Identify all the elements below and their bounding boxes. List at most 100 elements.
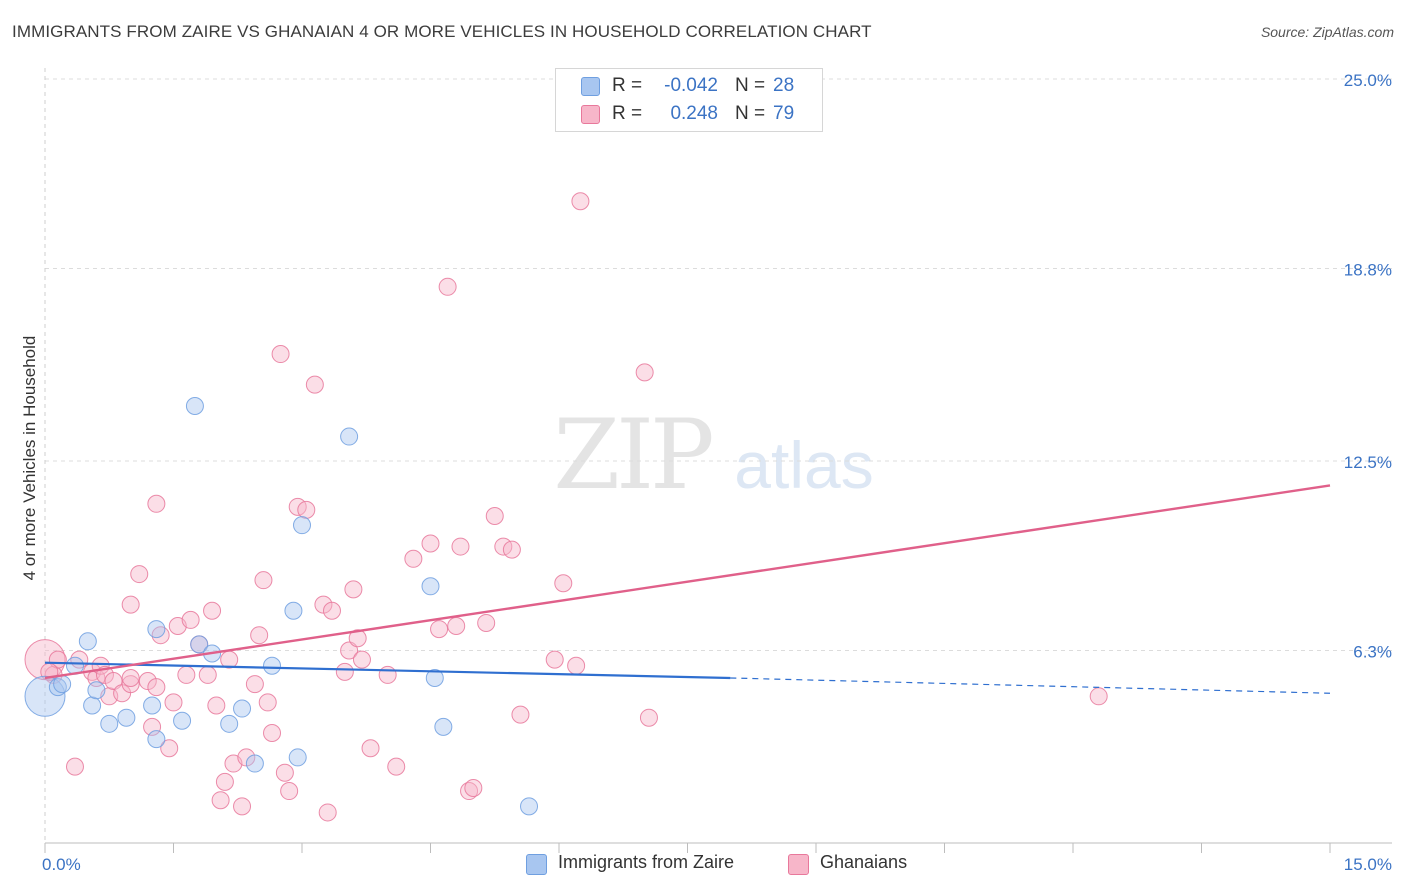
ghanaian-point bbox=[361, 739, 380, 758]
y-tick-label: 6.3% bbox=[1353, 642, 1392, 661]
watermark-zip: ZIP bbox=[553, 399, 712, 511]
ghanaian-point bbox=[335, 662, 354, 681]
ghanaian-point bbox=[635, 363, 654, 382]
r-value: -0.042 bbox=[664, 75, 718, 96]
chart-title: IMMIGRANTS FROM ZAIRE VS GHANAIAN 4 OR M… bbox=[12, 22, 872, 41]
zaire-point bbox=[245, 754, 264, 773]
legend-label-ghanaians: Ghanaians bbox=[820, 852, 908, 872]
ghanaian-point bbox=[305, 375, 324, 394]
ghanaian-point bbox=[258, 693, 277, 712]
ghanaian-point bbox=[147, 494, 166, 513]
legend-swatch-zaire bbox=[526, 854, 547, 875]
data-points bbox=[24, 192, 1108, 822]
ghanaian-point bbox=[65, 757, 84, 776]
legend-label-zaire: Immigrants from Zaire bbox=[558, 852, 735, 872]
ghanaian-point bbox=[639, 708, 658, 727]
ghanaian-point bbox=[464, 778, 483, 797]
ghanaian-point bbox=[451, 537, 470, 556]
ghanaian-point bbox=[203, 601, 222, 620]
ghanaian-point bbox=[177, 665, 196, 684]
ghanaian-point bbox=[130, 565, 149, 584]
ghanaian-point bbox=[121, 675, 140, 694]
zaire-trend-extension bbox=[730, 677, 1331, 694]
watermark-atlas: atlas bbox=[734, 428, 873, 502]
ghanaian-point bbox=[143, 717, 162, 736]
ghanaian-point bbox=[477, 613, 496, 632]
zaire-point bbox=[78, 632, 97, 651]
zaire-point bbox=[434, 717, 453, 736]
r-label: R = bbox=[612, 103, 643, 124]
ghanaian-point bbox=[211, 791, 230, 810]
r-label: R = bbox=[612, 75, 643, 96]
zaire-point bbox=[53, 675, 72, 694]
x-tick-label: 15.0% bbox=[1344, 855, 1392, 874]
ghanaian-point bbox=[121, 595, 140, 614]
n-label: N = bbox=[735, 75, 766, 96]
trend-lines bbox=[44, 484, 1331, 694]
zaire-point bbox=[185, 396, 204, 415]
zaire-point bbox=[173, 711, 192, 730]
ghanaian-point bbox=[250, 626, 269, 645]
zaire-point bbox=[520, 797, 539, 816]
zaire-point bbox=[263, 656, 282, 675]
ghanaian-point bbox=[164, 693, 183, 712]
zaire-point bbox=[143, 696, 162, 715]
ghanaian-point bbox=[254, 571, 273, 590]
ghanaian-point bbox=[215, 772, 234, 791]
zaire-point bbox=[190, 635, 209, 654]
stats-legend: R = -0.042 N = 28 R = 0.248 N = 79 bbox=[555, 68, 823, 132]
y-tick-label: 25.0% bbox=[1344, 71, 1392, 90]
ghanaian-point bbox=[545, 650, 564, 669]
ghanaian-point bbox=[387, 757, 406, 776]
ghanaian-point bbox=[348, 629, 367, 648]
zaire-point bbox=[117, 708, 136, 727]
ghanaian-point bbox=[121, 668, 140, 687]
ghanaian-point bbox=[147, 678, 166, 697]
ghanaian-point bbox=[378, 665, 397, 684]
ghanaian-point bbox=[485, 507, 504, 526]
chart-source: Source: ZipAtlas.com bbox=[1260, 24, 1394, 40]
n-value: 79 bbox=[773, 103, 795, 124]
zaire-point bbox=[421, 577, 440, 596]
ghanaian-point bbox=[352, 650, 371, 669]
zaire-point bbox=[83, 696, 102, 715]
r-value: 0.248 bbox=[670, 103, 718, 124]
tick-labels: 6.3% 12.5% 18.8% 25.0% 0.0% 15.0% bbox=[42, 71, 1392, 874]
ghanaian-point bbox=[502, 540, 521, 559]
ghanaian-point bbox=[280, 782, 299, 801]
zaire-point bbox=[147, 620, 166, 639]
zaire-point bbox=[340, 427, 359, 446]
axes bbox=[44, 68, 1392, 853]
ghanaian-point bbox=[404, 549, 423, 568]
ghanaian-point bbox=[233, 797, 252, 816]
watermark: ZIP atlas bbox=[553, 399, 873, 511]
ghanaian-point bbox=[571, 192, 590, 211]
ghanaian-point bbox=[421, 534, 440, 553]
ghanaian-point bbox=[160, 739, 179, 758]
zaire-point bbox=[425, 668, 444, 687]
grid-lines bbox=[45, 78, 1392, 651]
ghanaian-point bbox=[181, 610, 200, 629]
ghanaian-point bbox=[344, 580, 363, 599]
ghanaian-point bbox=[207, 696, 226, 715]
x-tick-label: 0.0% bbox=[42, 855, 81, 874]
zaire-point bbox=[100, 714, 119, 733]
ghanaian-point bbox=[104, 672, 123, 691]
ghanaian-point bbox=[318, 803, 337, 822]
n-label: N = bbox=[735, 103, 766, 124]
ghanaian-point bbox=[511, 705, 530, 724]
ghanaian-point bbox=[567, 656, 586, 675]
zaire-point bbox=[293, 516, 311, 535]
zaire-point bbox=[220, 714, 239, 733]
ghanaian-point bbox=[430, 620, 449, 639]
ghanaian-point bbox=[271, 345, 290, 364]
zaire-point bbox=[284, 601, 303, 620]
zaire-point bbox=[147, 730, 166, 749]
stats-swatch-zaire bbox=[581, 77, 600, 96]
legend-swatch-ghanaians bbox=[788, 854, 809, 875]
zaire-trend-line bbox=[44, 661, 731, 680]
zaire-point bbox=[24, 675, 66, 717]
zaire-point bbox=[288, 748, 307, 767]
ghanaian-point bbox=[297, 500, 316, 519]
